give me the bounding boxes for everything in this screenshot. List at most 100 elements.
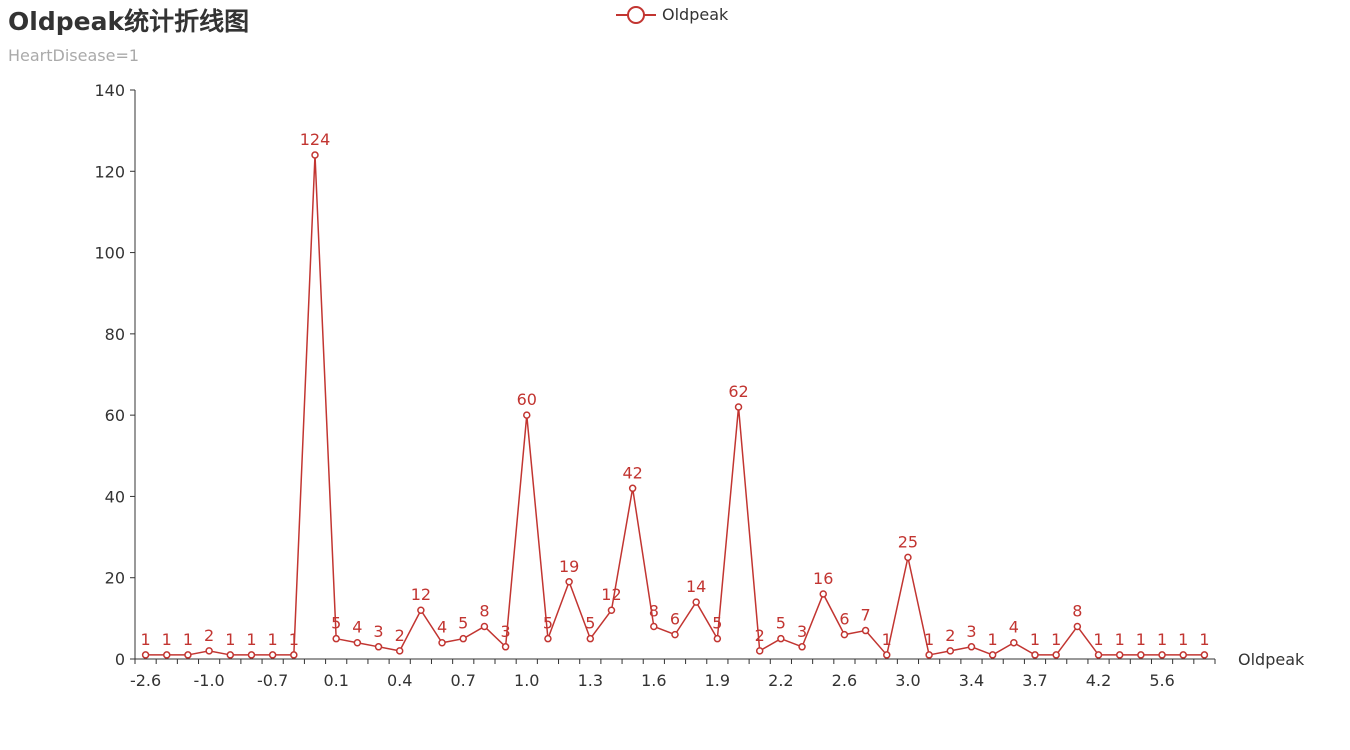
data-label: 5 <box>458 614 468 633</box>
data-point <box>607 606 616 614</box>
y-tick-label: 20 <box>105 569 125 588</box>
data-point <box>1115 651 1124 659</box>
chart-title: Oldpeak统计折线图 <box>8 7 250 36</box>
data-label: 2 <box>945 626 955 645</box>
data-label: 3 <box>797 622 807 641</box>
data-label: 2 <box>204 626 214 645</box>
data-point <box>1158 651 1166 659</box>
data-label: 3 <box>373 622 383 641</box>
data-label: 1 <box>1199 630 1209 649</box>
data-point <box>1073 622 1082 631</box>
data-label: 62 <box>728 382 748 401</box>
data-point <box>141 651 150 659</box>
data-label: 4 <box>352 618 362 637</box>
y-tick-label: 100 <box>94 244 125 263</box>
x-tick-label: 4.2 <box>1086 671 1111 690</box>
data-point <box>332 634 340 643</box>
data-point <box>395 647 404 655</box>
x-tick-label: 1.6 <box>641 671 666 690</box>
data-point <box>967 643 976 651</box>
data-label: 42 <box>622 463 642 482</box>
data-label: 1 <box>183 630 193 649</box>
data-point <box>883 651 891 659</box>
data-point <box>480 622 489 631</box>
data-label: 1 <box>162 630 172 649</box>
x-tick-label: 3.0 <box>895 671 920 690</box>
y-tick-label: 60 <box>105 406 125 425</box>
data-point <box>247 651 256 659</box>
y-tick-label: 40 <box>105 487 125 506</box>
data-point <box>734 403 743 411</box>
data-point <box>544 634 552 643</box>
y-tick-label: 140 <box>94 81 125 100</box>
data-label: 12 <box>601 585 621 604</box>
data-label: 1 <box>988 630 998 649</box>
data-label: 25 <box>898 532 918 551</box>
data-point <box>565 578 573 586</box>
data-label: 60 <box>517 390 537 409</box>
data-point <box>1010 638 1018 647</box>
data-label: 1 <box>268 630 278 649</box>
data-point <box>713 634 722 643</box>
data-label: 1 <box>246 630 256 649</box>
data-label: 7 <box>860 606 870 625</box>
data-point <box>628 484 637 493</box>
data-point <box>1031 651 1039 659</box>
data-label: 4 <box>437 618 447 637</box>
data-point <box>226 651 235 659</box>
data-point <box>777 634 785 643</box>
data-point <box>840 630 849 639</box>
data-point <box>438 638 446 647</box>
x-tick-label: 2.2 <box>768 671 793 690</box>
data-point <box>459 634 467 643</box>
data-label: 8 <box>479 601 489 620</box>
data-point <box>374 643 383 651</box>
legend[interactable]: Oldpeak <box>616 4 728 24</box>
data-point <box>501 643 510 651</box>
data-label: 1 <box>289 630 299 649</box>
data-label: 124 <box>300 130 331 149</box>
data-label: 6 <box>670 610 680 629</box>
data-point <box>946 647 955 655</box>
data-label: 14 <box>686 577 706 596</box>
data-point <box>268 651 277 659</box>
data-point <box>925 651 933 659</box>
data-point <box>205 647 213 655</box>
data-label: 8 <box>649 601 659 620</box>
data-label: 16 <box>813 569 833 588</box>
data-point <box>904 553 912 562</box>
data-label: 1 <box>882 630 892 649</box>
data-point <box>1052 651 1060 659</box>
data-point <box>671 630 679 639</box>
data-point <box>819 590 827 598</box>
data-label: 2 <box>755 626 765 645</box>
data-label: 3 <box>500 622 510 641</box>
data-point <box>1094 651 1103 659</box>
x-tick-label: 1.3 <box>578 671 603 690</box>
data-label: 1 <box>1030 630 1040 649</box>
data-label: 1 <box>1093 630 1103 649</box>
x-tick-label: 0.4 <box>387 671 412 690</box>
data-label: 1 <box>924 630 934 649</box>
y-tick-label: 80 <box>105 325 125 344</box>
x-tick-label: -1.0 <box>194 671 225 690</box>
data-label: 1 <box>1157 630 1167 649</box>
x-tick-label: -2.6 <box>130 671 161 690</box>
x-tick-label: 1.9 <box>705 671 730 690</box>
data-label: 12 <box>411 585 431 604</box>
x-tick-label: 3.7 <box>1022 671 1047 690</box>
data-label: 5 <box>543 614 553 633</box>
data-point <box>798 643 806 651</box>
data-label: 5 <box>585 614 595 633</box>
x-tick-label: 1.0 <box>514 671 539 690</box>
data-point <box>1137 651 1145 659</box>
x-tick-label: -0.7 <box>257 671 288 690</box>
y-tick-label: 120 <box>94 162 125 181</box>
data-point <box>1179 651 1187 659</box>
x-axis-title: Oldpeak <box>1238 650 1305 669</box>
data-label: 2 <box>395 626 405 645</box>
y-tick-label: 0 <box>115 650 125 669</box>
x-tick-label: 0.7 <box>451 671 476 690</box>
data-label: 1 <box>1178 630 1188 649</box>
